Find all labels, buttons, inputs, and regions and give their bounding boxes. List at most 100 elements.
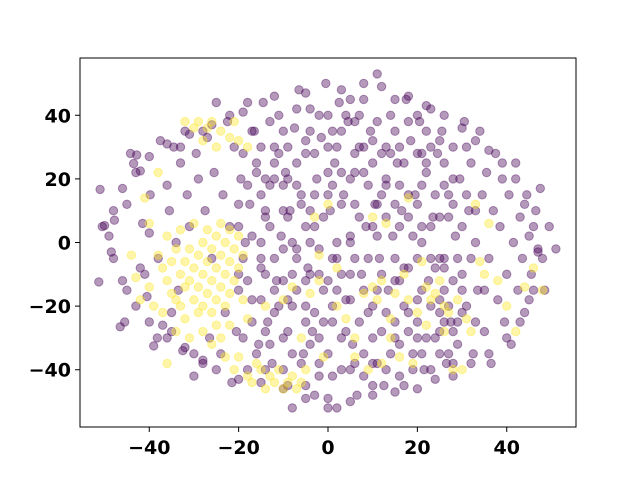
scatter-point <box>153 167 163 178</box>
scatter-point <box>158 263 168 273</box>
scatter-point <box>388 231 398 241</box>
scatter-point <box>488 206 498 216</box>
scatter-point <box>426 365 436 375</box>
scatter-point <box>193 282 204 292</box>
scatter-point <box>207 244 217 254</box>
scatter-point <box>289 123 300 133</box>
scatter-point <box>338 190 349 200</box>
scatter-point <box>292 104 302 114</box>
scatter-point <box>175 269 186 279</box>
scatter-point <box>403 91 414 101</box>
scatter-point <box>211 320 222 330</box>
scatter-point <box>390 126 400 136</box>
scatter-point <box>240 237 251 248</box>
scatter-point <box>211 263 222 273</box>
scatter-point <box>135 263 146 273</box>
scatter-point <box>227 377 237 388</box>
scatter-point <box>184 244 195 254</box>
scatter-point <box>461 301 472 311</box>
scatter-point <box>470 136 481 146</box>
scatter-point <box>365 126 376 136</box>
scatter-point <box>207 339 217 349</box>
scatter-point <box>448 365 458 375</box>
scatter-point <box>484 349 494 359</box>
scatter-point <box>189 295 199 305</box>
scatter-point <box>461 314 472 324</box>
scatter-point <box>211 295 222 305</box>
scatter-point <box>117 183 128 194</box>
scatter-point <box>350 358 360 369</box>
scatter-point <box>184 129 195 140</box>
scatter-point <box>220 237 230 248</box>
scatter-point <box>484 218 494 229</box>
scatter-point <box>528 285 539 295</box>
scatter-point <box>450 231 461 241</box>
scatter-point <box>470 199 481 210</box>
scatter-point <box>298 349 309 359</box>
scatter-point <box>193 250 204 260</box>
scatter-point <box>184 221 195 232</box>
scatter-point <box>522 190 532 200</box>
scatter-point <box>359 285 369 295</box>
scatter-point <box>287 237 297 248</box>
scatter-point <box>368 380 378 391</box>
scatter-point <box>323 142 333 152</box>
scatter-point <box>278 180 288 190</box>
scatter-point <box>446 317 456 327</box>
scatter-point <box>403 212 414 222</box>
scatter-point <box>283 295 293 305</box>
scatter-point <box>204 333 215 343</box>
scatter-point <box>323 349 333 359</box>
scatter-point <box>242 142 253 152</box>
scatter-point <box>283 174 293 184</box>
scatter-point <box>233 231 244 241</box>
scatter-point <box>455 174 465 184</box>
scatter-point <box>519 199 530 210</box>
scatter-point <box>511 174 521 184</box>
scatter-point <box>162 231 172 241</box>
scatter-point <box>229 142 239 152</box>
scatter-point <box>166 256 177 267</box>
scatter-point <box>278 384 288 394</box>
scatter-point <box>363 365 373 375</box>
scatter-point <box>140 193 150 203</box>
scatter-point <box>354 317 364 327</box>
scatter-point <box>327 371 338 381</box>
scatter-point <box>152 333 163 343</box>
scatter-point <box>216 282 226 292</box>
scatter-point <box>200 206 210 216</box>
scatter-point <box>426 301 436 311</box>
scatter-point <box>171 237 181 248</box>
scatter-point <box>435 295 445 305</box>
scatter-point <box>131 272 141 283</box>
scatter-point <box>421 158 431 168</box>
scatter-point <box>137 218 148 229</box>
scatter-point <box>390 94 400 105</box>
scatter-point <box>256 142 266 152</box>
scatter-point <box>182 190 192 200</box>
scatter-point <box>352 390 362 400</box>
scatter-point <box>385 148 396 159</box>
scatter-point <box>260 269 271 279</box>
scatter-point <box>403 326 414 337</box>
scatter-point <box>448 358 458 369</box>
scatter-point <box>399 380 409 391</box>
scatter-point <box>242 365 253 375</box>
scatter-point <box>153 250 163 260</box>
y-tick-label: 20 <box>45 169 71 191</box>
scatter-point <box>385 349 396 359</box>
scatter-point <box>359 288 369 299</box>
scatter-point <box>301 148 311 159</box>
scatter-point <box>198 326 208 337</box>
scatter-point <box>256 365 266 375</box>
scatter-point <box>256 237 266 248</box>
scatter-point <box>162 139 172 149</box>
scatter-point <box>332 301 342 311</box>
scatter-point <box>132 150 142 160</box>
scatter-point <box>314 276 324 286</box>
scatter-point <box>376 81 387 92</box>
scatter-point <box>180 256 190 267</box>
scatter-point <box>175 225 186 235</box>
scatter-point <box>330 158 340 168</box>
